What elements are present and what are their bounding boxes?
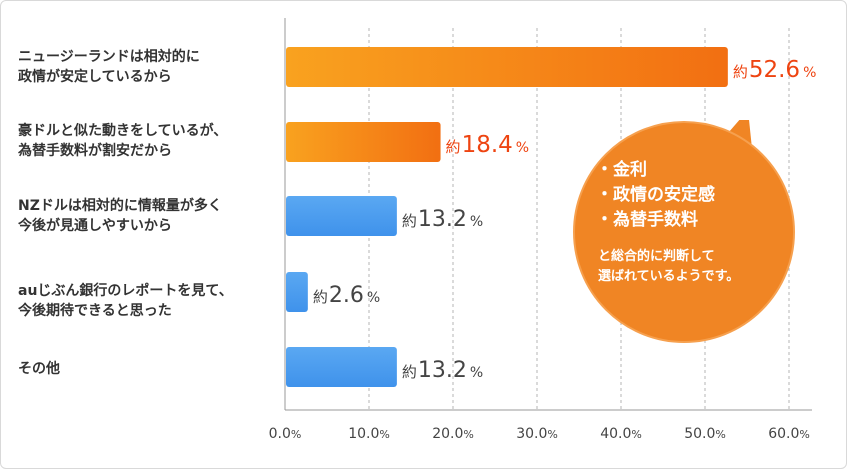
value-label: 約52.6% bbox=[733, 57, 817, 83]
bar bbox=[286, 347, 397, 387]
bar bbox=[286, 122, 441, 162]
callout-note: と総合的に判断して 選ばれているようです。 bbox=[598, 249, 740, 284]
category-label: NZドルは相対的に情報量が多く 今後が見通しやすいから bbox=[18, 196, 283, 236]
bar bbox=[286, 47, 728, 87]
x-tick-label: 0.0% bbox=[269, 426, 302, 442]
category-line: 今後期待できると思った bbox=[18, 303, 172, 319]
category-line: 豪ドルと似た動きをしているが、 bbox=[18, 123, 228, 139]
x-tick-label: 60.0% bbox=[768, 426, 810, 442]
category-line: auじぶん銀行のレポートを見て、 bbox=[18, 283, 233, 299]
x-tick-label: 50.0% bbox=[684, 426, 726, 442]
category-label: 豪ドルと似た動きをしているが、 為替手数料が割安だから bbox=[18, 121, 283, 161]
category-line: ニュージーランドは相対的に bbox=[18, 49, 200, 65]
value-label: 約13.2% bbox=[402, 207, 483, 232]
bar bbox=[286, 272, 308, 312]
category-line: 今後が見通しやすいから bbox=[18, 218, 172, 234]
callout-item: ・金利 bbox=[596, 160, 647, 180]
category-line: その他 bbox=[18, 361, 60, 377]
category-label: その他 bbox=[18, 359, 283, 379]
x-tick-label: 30.0% bbox=[516, 426, 558, 442]
category-line: NZドルは相対的に情報量が多く bbox=[18, 198, 222, 214]
x-tick-label: 40.0% bbox=[600, 426, 642, 442]
callout-bubble bbox=[573, 120, 795, 343]
x-tick-label: 20.0% bbox=[432, 426, 474, 442]
category-label: auじぶん銀行のレポートを見て、 今後期待できると思った bbox=[18, 281, 283, 321]
callout-item: ・為替手数料 bbox=[596, 210, 698, 230]
x-tick-label: 10.0% bbox=[348, 426, 390, 442]
value-label: 約18.4% bbox=[446, 132, 530, 158]
category-label: ニュージーランドは相対的に 政情が安定しているから bbox=[18, 47, 283, 87]
callout-text: ・金利 ・政情の安定感 ・為替手数料 と総合的に判断して 選ばれているようです。 bbox=[596, 158, 796, 287]
value-label: 約2.6% bbox=[313, 283, 380, 308]
category-line: 政情が安定しているから bbox=[18, 69, 172, 85]
value-label: 約13.2% bbox=[402, 358, 483, 383]
bar bbox=[286, 196, 397, 236]
callout-item: ・政情の安定感 bbox=[596, 185, 715, 205]
category-line: 為替手数料が割安だから bbox=[18, 143, 172, 159]
